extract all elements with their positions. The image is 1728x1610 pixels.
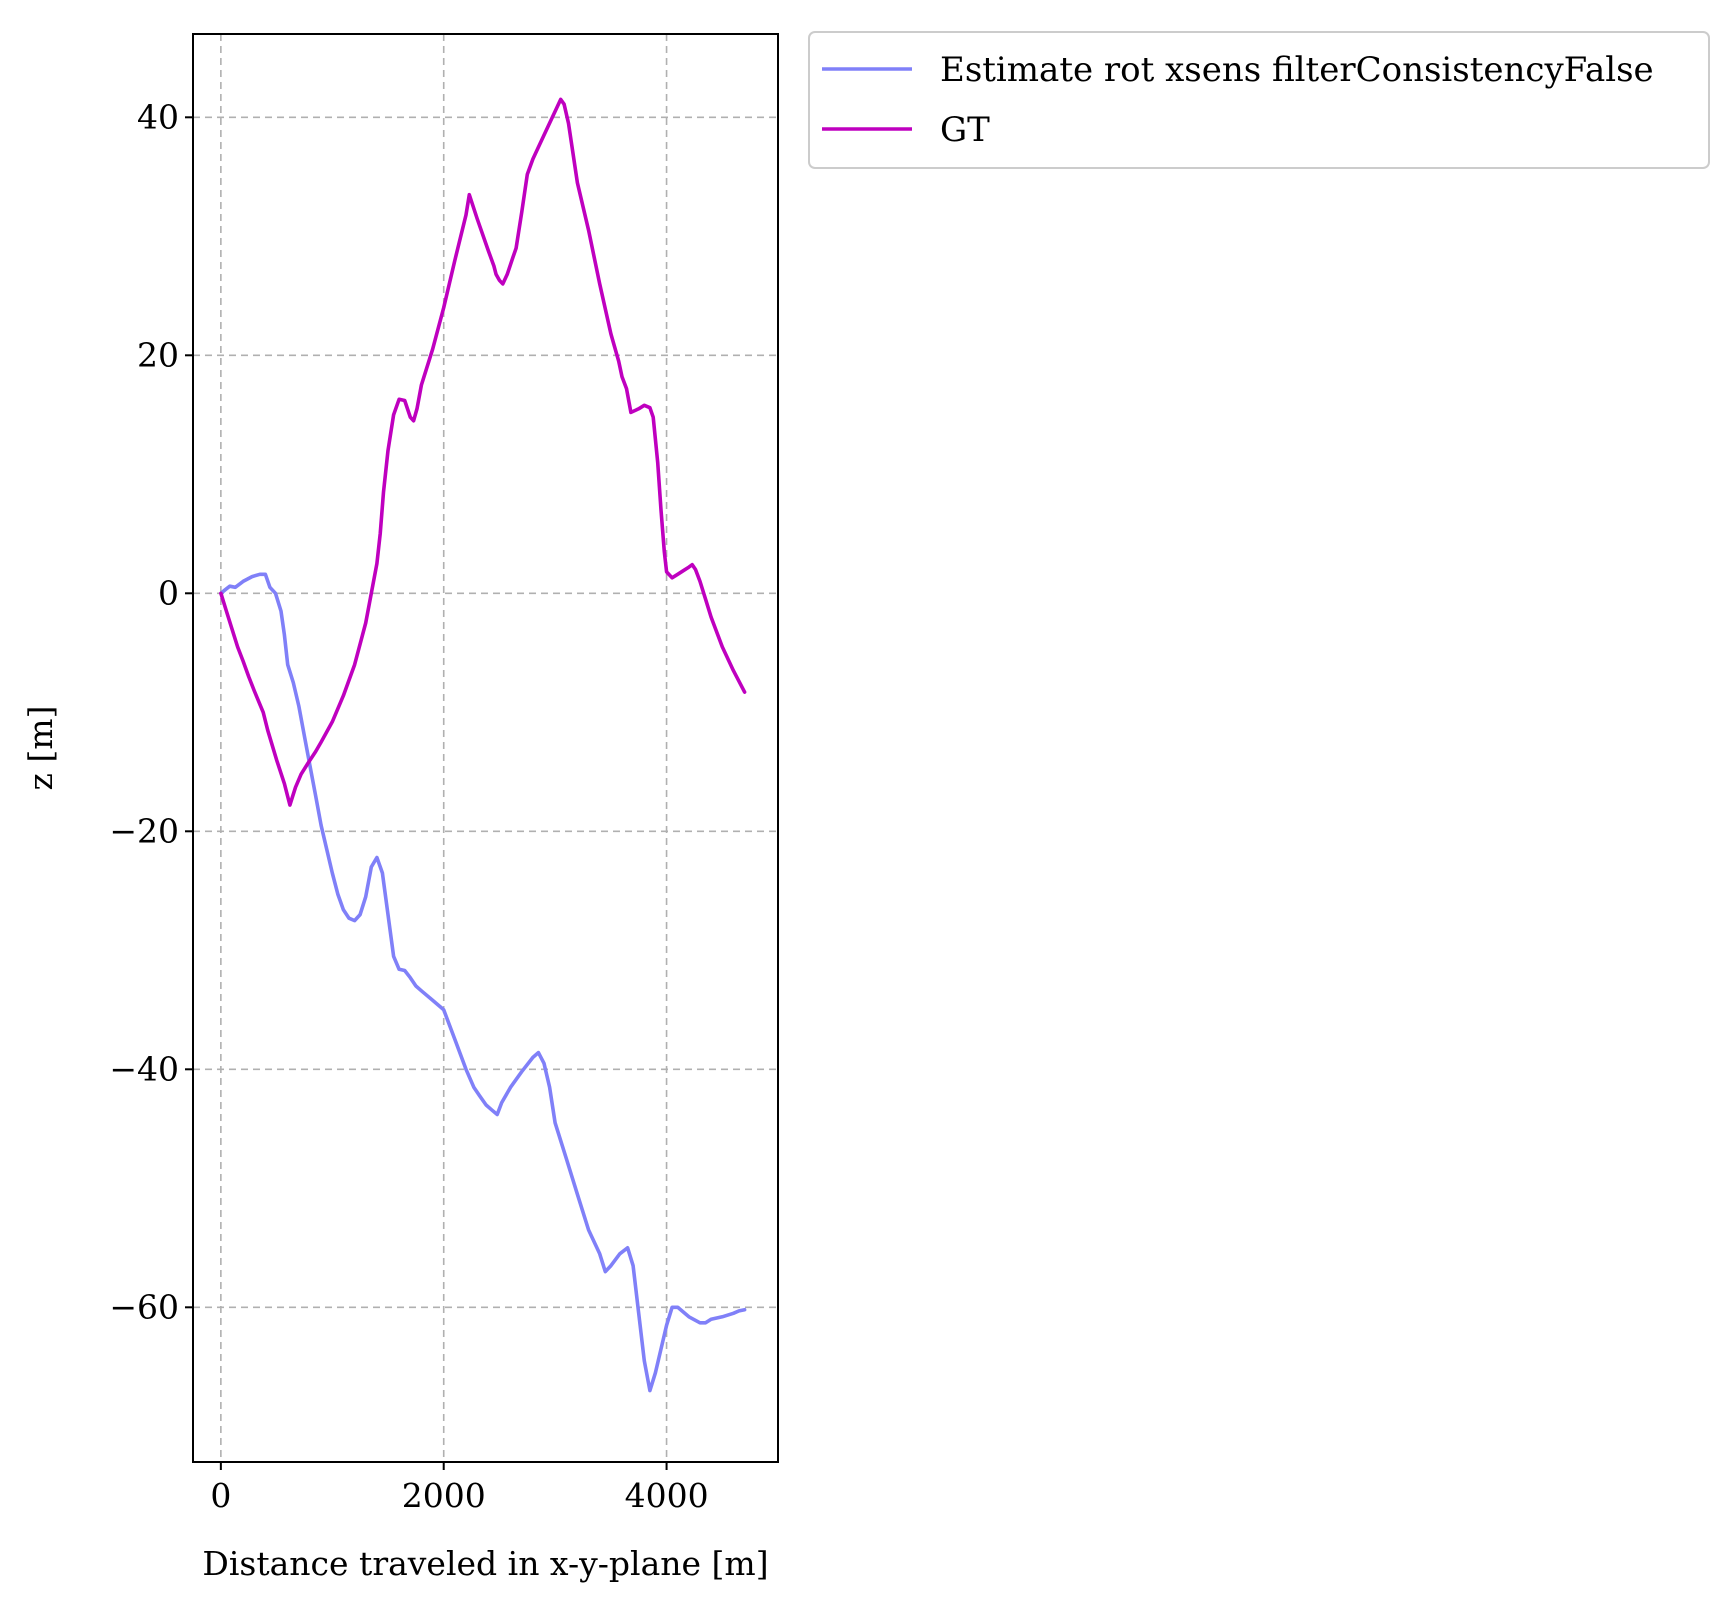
ticks: 0 2000 4000 −60 −40 −20 0 20 40: [109, 97, 708, 1515]
legend-box: [808, 31, 1710, 169]
x-axis-label: Distance traveled in x-y-plane [m]: [202, 1544, 768, 1583]
series-lines: [219, 97, 747, 1393]
x-tick-label: 2000: [402, 1476, 486, 1515]
legend: Estimate rot xsens filterConsistencyFals…: [808, 31, 1710, 169]
legend-label-estimate: Estimate rot xsens filterConsistencyFals…: [940, 50, 1654, 90]
grid: [193, 34, 778, 1462]
y-tick-label: −20: [109, 811, 179, 850]
series-line-estimate: [219, 572, 747, 1393]
x-tick-label: 0: [210, 1476, 231, 1515]
series-line-gt: [219, 97, 747, 807]
y-tick-label: 40: [137, 97, 179, 136]
y-tick-label: 20: [137, 335, 179, 374]
y-axis-label: z [m]: [21, 706, 60, 791]
y-tick-label: 0: [158, 573, 179, 612]
y-tick-label: −60: [109, 1287, 179, 1326]
legend-label-gt: GT: [940, 110, 990, 150]
x-tick-label: 4000: [625, 1476, 709, 1515]
plot-frame: [192, 33, 779, 1463]
y-tick-label: −40: [109, 1049, 179, 1088]
